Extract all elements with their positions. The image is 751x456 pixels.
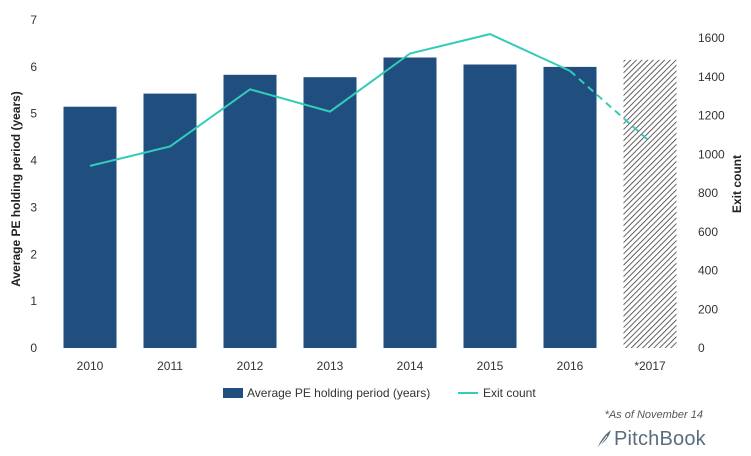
y-tick-label: 3 (30, 200, 37, 214)
x-tick-label: 2014 (397, 359, 424, 373)
y2-tick-label: 0 (698, 341, 705, 355)
feather-icon (596, 430, 611, 450)
bar-asterisk-2017 (623, 59, 677, 349)
x-tick-label: 2013 (317, 359, 344, 373)
legend-swatch-bars (223, 388, 243, 398)
bar-2014 (383, 57, 437, 348)
bar-2011 (143, 93, 197, 348)
legend-label-bars: Average PE holding period (years) (247, 386, 430, 400)
legend-label-line: Exit count (483, 386, 536, 400)
y2-tick-label: 1200 (698, 109, 725, 123)
y2-tick-label: 800 (698, 186, 718, 200)
bar-2016 (543, 66, 597, 349)
bar-2010 (63, 106, 117, 348)
y-axis-left-title: Average PE holding period (years) (9, 91, 23, 287)
bar-2015 (463, 64, 517, 348)
x-tick-label: 2010 (77, 359, 104, 373)
x-tick-label: *2017 (634, 359, 666, 373)
y-tick-label: 2 (30, 247, 37, 261)
y2-tick-label: 600 (698, 225, 718, 239)
bar-2012 (223, 74, 277, 349)
y-tick-label: 5 (30, 107, 37, 121)
y2-tick-label: 1600 (698, 31, 725, 45)
footnote: *As of November 14 (604, 409, 703, 421)
exit-count-series (89, 33, 651, 167)
y2-tick-label: 400 (698, 264, 718, 278)
brand-logo: PitchBook (594, 426, 706, 452)
x-tick-label: 2012 (237, 359, 264, 373)
y-tick-label: 0 (30, 341, 37, 355)
x-axis-ticks: 2010 2011 2012 2013 2014 2015 2016 *2017 (77, 359, 666, 373)
y-tick-label: 4 (30, 154, 37, 168)
y2-tick-label: 1000 (698, 147, 725, 161)
y-axis-right-title: Exit count (730, 155, 744, 213)
y-tick-label: 1 (30, 294, 37, 308)
y2-tick-label: 1400 (698, 70, 725, 84)
exit-count-line-dashed (569, 70, 651, 143)
y2-tick-label: 200 (698, 302, 718, 316)
x-tick-label: 2015 (477, 359, 504, 373)
x-tick-label: 2016 (557, 359, 584, 373)
x-tick-label: 2011 (157, 359, 183, 373)
y-axis-right-ticks: 0 200 400 600 800 1000 1200 1400 1600 (698, 31, 725, 355)
y-tick-label: 6 (30, 60, 37, 74)
bar-2013 (303, 77, 357, 348)
y-axis-left-ticks: 0 1 2 3 4 5 6 7 (30, 13, 37, 355)
bar-series (63, 57, 677, 349)
legend: Average PE holding period (years) Exit c… (223, 386, 536, 400)
y-tick-label: 7 (30, 13, 37, 27)
brand-name: PitchBook (614, 427, 706, 450)
